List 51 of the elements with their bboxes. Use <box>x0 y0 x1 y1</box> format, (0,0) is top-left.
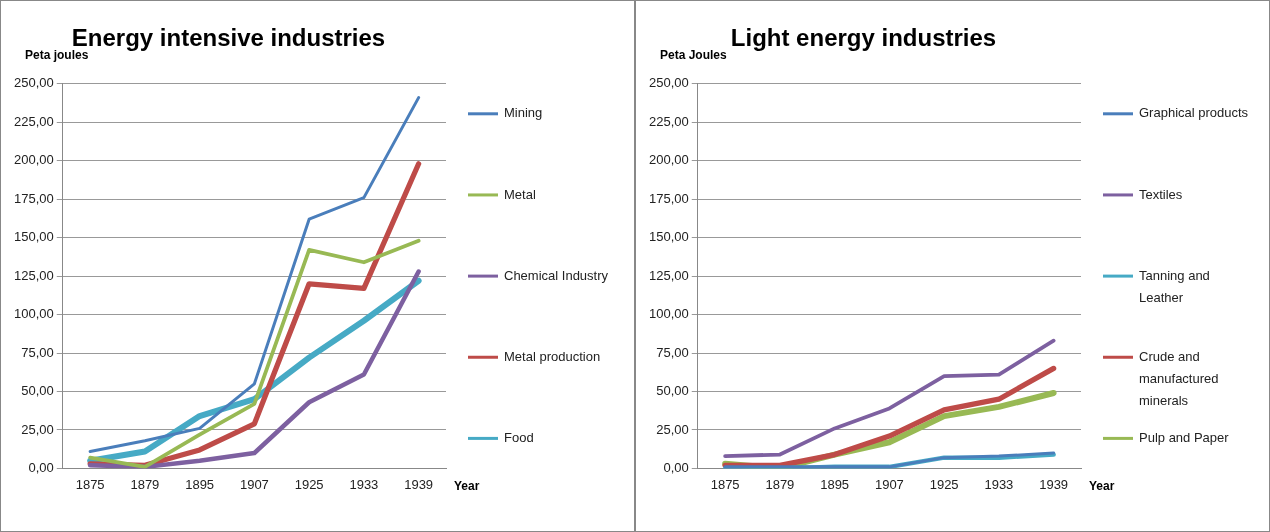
y-tick-label: 200,00 <box>649 152 689 168</box>
y-tick-label: 250,00 <box>649 75 689 91</box>
y-tick-label: 50,00 <box>21 383 54 399</box>
legend-label: Mining <box>504 105 543 121</box>
y-tick-label: 175,00 <box>14 190 54 206</box>
y-tick-label: 75,00 <box>656 344 689 360</box>
x-tick-label: 1925 <box>929 476 959 492</box>
legend-label: Crude and manufactured minerals <box>1139 348 1219 408</box>
x-tick-label: 1933 <box>984 476 1014 492</box>
y-tick-label: 150,00 <box>14 229 54 245</box>
x-tick-label: 1907 <box>874 476 904 492</box>
x-axis-title: Year <box>1089 478 1115 493</box>
legend-label: Metal <box>504 186 536 202</box>
x-tick-label: 1875 <box>75 476 105 492</box>
y-tick-label: 25,00 <box>656 421 689 437</box>
legend-label: Textiles <box>1139 186 1183 202</box>
x-tick-label: 1939 <box>1039 476 1069 492</box>
y-tick-label: 200,00 <box>14 152 54 168</box>
x-axis-title: Year <box>454 478 480 493</box>
x-tick-label: 1895 <box>185 476 215 492</box>
legend-label: Metal production <box>504 348 601 364</box>
x-tick-label: 1933 <box>349 476 379 492</box>
x-tick-label: 1895 <box>820 476 850 492</box>
y-tick-label: 125,00 <box>14 267 54 283</box>
x-tick-label: 1879 <box>765 476 795 492</box>
x-tick-label: 1939 <box>404 476 434 492</box>
legend-label: Graphical products <box>1139 105 1249 121</box>
x-tick-label: 1879 <box>130 476 160 492</box>
x-tick-label: 1925 <box>294 476 324 492</box>
y-tick-label: 100,00 <box>649 306 689 322</box>
x-tick-label: 1875 <box>710 476 740 492</box>
y-tick-label: 0,00 <box>663 459 689 475</box>
y-tick-label: 25,00 <box>21 421 54 437</box>
y-tick-label: 75,00 <box>21 344 54 360</box>
legend-label: Pulp and Paper <box>1139 429 1230 445</box>
y-tick-label: 225,00 <box>649 113 689 129</box>
y-tick-label: 225,00 <box>14 113 54 129</box>
y-tick-label: 100,00 <box>14 306 54 322</box>
y-tick-label: 250,00 <box>14 75 54 91</box>
x-tick-label: 1907 <box>239 476 269 492</box>
y-axis-title: Peta joules <box>25 48 89 63</box>
y-tick-label: 150,00 <box>649 229 689 245</box>
legend-label: Food <box>504 429 534 445</box>
legend-label: Chemical Industry <box>504 267 609 283</box>
chart-title: Light energy industries <box>730 24 997 52</box>
legend-label: Tanning and Leather <box>1139 267 1210 305</box>
y-tick-label: 50,00 <box>656 383 689 399</box>
y-tick-label: 175,00 <box>649 190 689 206</box>
y-tick-label: 125,00 <box>649 267 689 283</box>
y-tick-label: 0,00 <box>28 459 54 475</box>
y-axis-title: Peta Joules <box>660 48 728 63</box>
